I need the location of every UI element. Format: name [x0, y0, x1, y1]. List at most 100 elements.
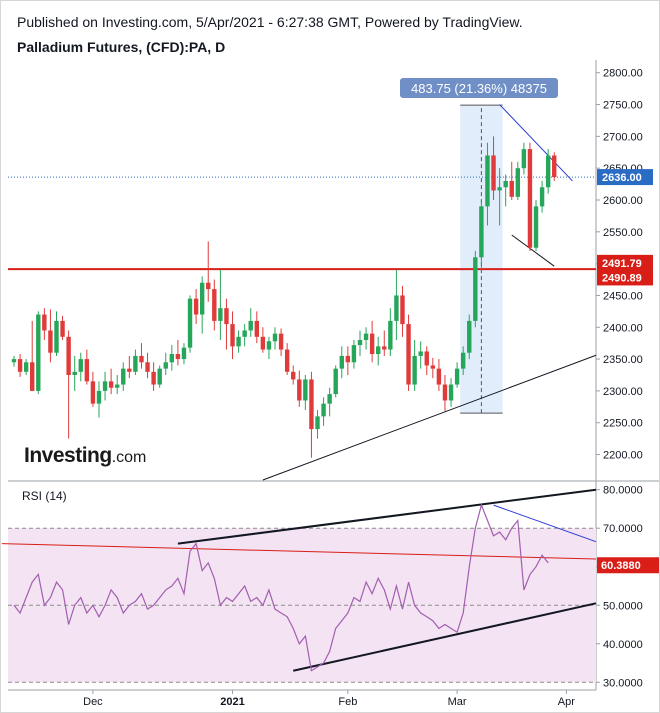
candle-body — [224, 308, 229, 325]
candle-body — [467, 320, 472, 353]
time-tick-label: Feb — [338, 696, 357, 708]
candle-body — [84, 359, 90, 382]
logo-suffix: .com — [111, 449, 147, 466]
candle-body — [242, 330, 247, 337]
candle-body — [254, 320, 259, 337]
candle-body — [321, 403, 326, 417]
candle-body — [424, 351, 429, 366]
price-tick-label: 2300.00 — [603, 386, 643, 398]
candle-body — [333, 368, 338, 395]
candle-body — [266, 341, 272, 350]
measurement-label-bg — [400, 78, 558, 98]
logo-word: Investing — [24, 444, 112, 467]
support-trendline — [262, 354, 597, 481]
publisher-caption: Published on Investing.com, 5/Apr/2021 -… — [17, 14, 523, 30]
candle-body — [491, 155, 496, 191]
candle-body — [473, 257, 478, 321]
candle-body — [66, 336, 71, 375]
candle-body — [284, 349, 290, 372]
price-tick-label: 2700.00 — [603, 131, 643, 143]
measurement-label: 483.75 (21.36%) 48375 — [411, 81, 547, 96]
candle-body — [357, 340, 363, 346]
candle-body — [315, 416, 320, 430]
candle-body — [460, 352, 466, 369]
candle-body — [309, 379, 314, 430]
candle-body — [345, 355, 351, 363]
candle-body — [418, 351, 423, 356]
candle-body — [102, 381, 108, 391]
candle-body — [48, 330, 53, 353]
rsi-tick-label: 80.0000 — [603, 485, 643, 497]
candle-body — [479, 206, 484, 258]
candle-body — [485, 155, 490, 207]
rsi-tag-label: 60.3880 — [601, 560, 641, 572]
candle-body — [11, 359, 17, 363]
candle-body — [552, 155, 557, 178]
candle-body — [60, 320, 65, 337]
candle-body — [448, 384, 454, 401]
candle-body — [521, 149, 527, 169]
candle-body — [388, 320, 393, 350]
price-tick-label: 2200.00 — [603, 450, 643, 462]
candle-body — [394, 295, 399, 321]
rsi-upper-trendline — [177, 488, 597, 545]
candle-body — [127, 368, 132, 372]
candle-body — [236, 336, 241, 347]
candle-body — [181, 347, 187, 360]
candle-body — [497, 187, 502, 191]
candle-body — [406, 324, 411, 385]
investing-logo: Investing.com — [24, 444, 146, 468]
rsi-indicator-title: RSI (14) — [22, 489, 67, 503]
candle-body — [436, 368, 442, 385]
symbol-title: Palladium Futures, (CFD):PA, D — [17, 39, 226, 55]
price-tag-bg — [597, 269, 653, 286]
candle-body — [454, 368, 460, 385]
pennant-upper-line — [499, 104, 573, 182]
rsi-tick-label: 40.0000 — [603, 639, 643, 651]
candle-body — [545, 155, 551, 188]
candle-body — [339, 355, 344, 369]
price-tag-label: 2491.79 — [602, 258, 642, 270]
candle-body — [193, 298, 199, 315]
candle-body — [199, 282, 205, 315]
rsi-tick-label: 70.0000 — [603, 523, 643, 535]
candle-body — [376, 346, 381, 354]
candle-body — [121, 368, 126, 385]
candle-body — [442, 384, 448, 401]
candle-body — [291, 371, 296, 380]
candle-body — [363, 333, 369, 340]
price-tick-label: 2350.00 — [603, 354, 643, 366]
candle-body — [351, 345, 357, 363]
time-tick-label: Apr — [558, 696, 575, 708]
candle-body — [163, 362, 168, 369]
candle-body — [539, 187, 545, 207]
candle-body — [303, 379, 308, 401]
price-tag-label: 2636.00 — [602, 172, 642, 184]
candle-body — [248, 320, 253, 331]
rsi-tick-label: 30.0000 — [603, 677, 643, 689]
price-tick-label: 2450.00 — [603, 290, 643, 302]
candle-body — [272, 333, 278, 342]
candle-body — [187, 298, 193, 348]
price-tick-label: 2250.00 — [603, 418, 643, 430]
rsi-falling-trendline — [493, 504, 597, 543]
candle-body — [503, 180, 508, 188]
candle-body — [382, 346, 387, 350]
candle-body — [430, 365, 436, 369]
time-tick-label: 2021 — [220, 696, 244, 708]
candle-body — [212, 289, 217, 321]
candle-body — [42, 314, 47, 331]
candle-body — [369, 333, 375, 354]
candle-body — [260, 336, 266, 350]
rsi-lower-trendline — [293, 602, 597, 672]
price-tick-label: 2750.00 — [603, 100, 643, 112]
candle-body — [527, 149, 533, 248]
price-tick-label: 2400.00 — [603, 322, 643, 334]
candle-body — [17, 359, 23, 372]
price-tag-label: 2490.89 — [602, 272, 642, 284]
candle-body — [169, 354, 175, 363]
candle-body — [509, 180, 514, 197]
candle-body — [533, 206, 539, 248]
price-tick-label: 2550.00 — [603, 227, 643, 239]
